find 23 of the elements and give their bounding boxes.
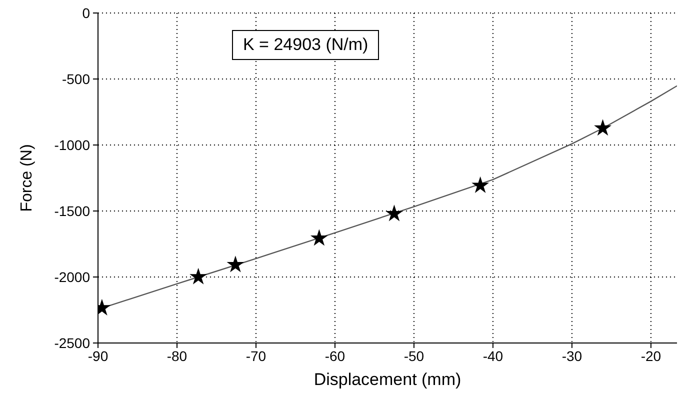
- x-tick-label: -20: [640, 348, 662, 364]
- x-tick-label: -60: [324, 348, 346, 364]
- y-tick-label: -500: [62, 70, 90, 87]
- y-tick-label: -1500: [54, 202, 90, 219]
- x-tick-label: -90: [88, 348, 108, 364]
- y-tick-label: -2500: [54, 334, 90, 351]
- point: [190, 268, 206, 284]
- point: [228, 256, 244, 272]
- point: [311, 230, 327, 245]
- y-tick-label: -1000: [54, 136, 90, 153]
- point: [386, 206, 402, 220]
- x-tick-label: -80: [166, 348, 188, 364]
- y-axis-title: Force (N): [18, 144, 36, 212]
- y-tick-label: -2000: [54, 268, 90, 285]
- x-tick-label: -30: [562, 348, 582, 364]
- x-tick-label: -70: [246, 348, 266, 364]
- point: [472, 177, 488, 192]
- point: [595, 120, 610, 135]
- x-tick-label: -50: [404, 348, 424, 364]
- x-tick-label: -40: [482, 348, 504, 364]
- y-tick-label: 0: [82, 4, 90, 21]
- x-axis-title: Displacement (mm): [314, 370, 462, 389]
- annotation: K = 24903 (N/m): [232, 30, 380, 60]
